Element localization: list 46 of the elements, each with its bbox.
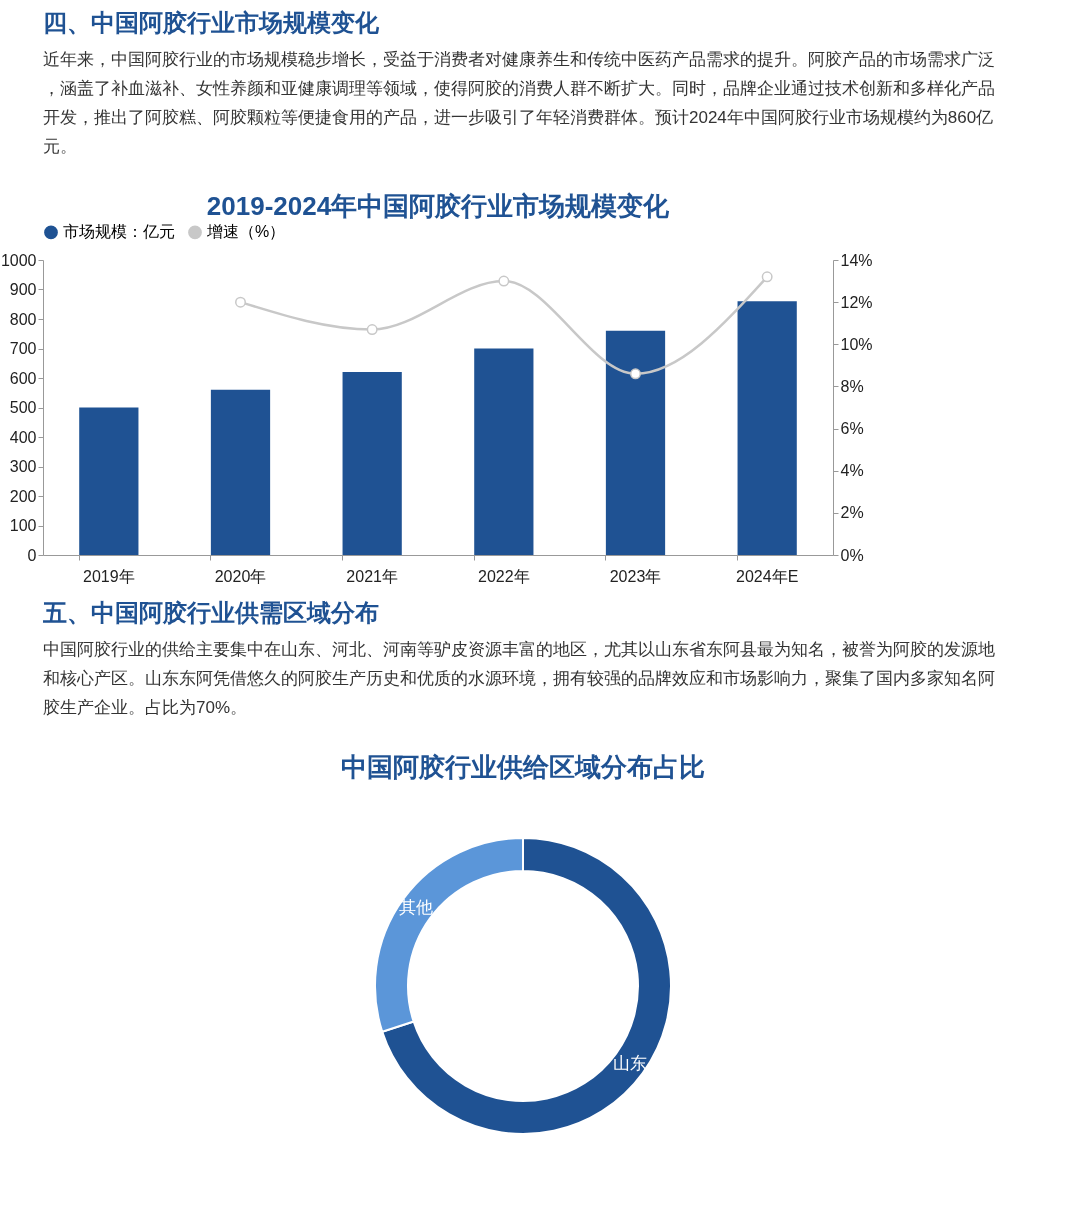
y2-tick-label: 8%: [840, 377, 864, 395]
y-tick-label: 600: [9, 369, 37, 387]
x-tick-label: 2022年: [478, 567, 530, 585]
chart-title: 中国阿胶行业供给区域分布占比: [341, 752, 705, 782]
y-tick-label: 100: [9, 517, 37, 534]
y-tick-label: 800: [9, 310, 37, 328]
y-tick-label: 900: [9, 281, 37, 298]
x-tick-label: 2024年E: [736, 567, 799, 585]
chart-title: 2019-2024年中国阿胶行业市场规模变化: [206, 191, 671, 221]
y-tick-label: 1000: [0, 251, 37, 269]
text: 四、中国阿胶行业市场规模变化: [43, 9, 380, 36]
point: [366, 324, 378, 336]
y-tick-label: 700: [9, 340, 37, 357]
y-tick-label: 0: [27, 546, 37, 564]
bar: [605, 330, 666, 555]
y-tick-label: 500: [9, 399, 37, 416]
point: [498, 275, 510, 287]
bar: [737, 301, 797, 555]
y2-tick-label: 10%: [840, 335, 873, 353]
legend-label: 市场规模：亿元: [63, 223, 175, 241]
y-tick-label: 200: [9, 487, 37, 505]
bar: [210, 389, 271, 555]
point: [630, 368, 641, 380]
x-tick-label: 2020年: [214, 567, 267, 585]
slice-label: 山东: [612, 1053, 647, 1073]
bar: [342, 372, 402, 555]
text: 中国阿胶行业的供给主要集中在山东、河北、河南等驴皮资源丰富的地区，尤其以山东省东阿县最为知名，被誉为阿胶的发源地和核心产区。山东东阿凭借悠久的阿胶生产历史和优质的水源环境，拥有较强的品牌效应和市场影响力，聚集了国内多家知名阿胶生产企业。占比为70%。: [43, 640, 995, 717]
point: [761, 271, 773, 283]
y-tick-label: 300: [9, 458, 37, 475]
y2-tick-label: 2%: [840, 504, 864, 522]
slice-label: 其他: [399, 898, 434, 918]
bar: [474, 348, 534, 555]
y-tick-label: 400: [9, 428, 37, 446]
x-tick-label: 2021年: [346, 567, 398, 585]
text: 五、中国阿胶行业供需区域分布: [42, 599, 379, 626]
y2-tick-label: 4%: [840, 462, 864, 480]
y2-tick-label: 0%: [840, 546, 864, 564]
y2-tick-label: 12%: [840, 293, 873, 311]
point: [235, 296, 246, 308]
y2-tick-label: 14%: [840, 251, 873, 269]
text: 近年来，中国阿胶行业的市场规模稳步增长，受益于消费者对健康养生和传统中医药产品需求的提升。阿胶产品的市场需求广泛，涵盖了补血滋补、女性养颜和亚健康调理等领域，使得阿胶的消费人群不断扩大。同时，品牌企业通过技术创新和多样化产品开发，推出了阿胶糕、阿胶颗粒等便捷食用的产品，进一步吸引了年轻消费群体。预计2024年中国阿胶行业市场规模约为860亿元。: [43, 50, 995, 156]
x-tick-label: 2019年: [83, 567, 135, 585]
y2-tick-label: 6%: [840, 420, 864, 438]
legend-label: 增速（%）: [206, 223, 286, 241]
x-tick-label: 2023年: [609, 567, 662, 585]
bar: [79, 407, 139, 555]
